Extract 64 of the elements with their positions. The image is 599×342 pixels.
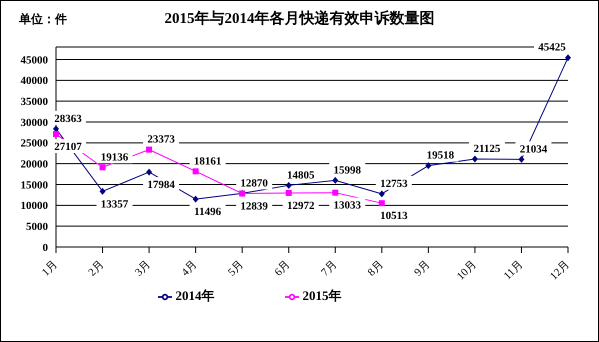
point [518,156,524,163]
data-label: 27107 [54,141,82,154]
data-label: 13033 [334,200,362,212]
point [146,168,152,176]
data-label: 12839 [240,200,268,213]
x-tick-label: 10月 [454,258,479,282]
x-tick-label: 5月 [226,258,246,279]
point [286,182,292,189]
y-tick-label: 30000 [20,116,48,129]
point [146,146,152,153]
data-label: 14805 [286,169,315,182]
legend-label: 2014年 [176,288,214,303]
x-tick-label: 9月 [412,258,432,279]
x-tick-label: 3月 [132,258,153,279]
text: 单位：件 [19,11,67,28]
x-tick-label: 11月 [502,258,526,282]
point [425,162,432,170]
x-tick-label: 2月 [86,258,106,279]
point [53,125,59,132]
y-tick-label: 25000 [20,138,48,150]
data-label: 10513 [380,210,408,222]
y-tick-label: 20000 [20,158,48,171]
point [192,168,199,174]
chart-title: 2015年与2014年各月快递有效申诉数量图 [164,11,434,27]
data-label: 12870 [240,177,268,190]
data-label: 15998 [334,164,362,176]
point [472,155,478,162]
data-label: 12972 [286,200,315,212]
point [100,164,106,170]
y-tick-label: 35000 [20,96,48,108]
y-tick-label: 0 [42,242,48,254]
point [286,190,292,196]
data-label: 11496 [194,206,222,218]
data-label: 17984 [147,179,176,192]
data-label: 13357 [100,198,129,210]
y-tick-label: 10000 [20,200,48,212]
data-label: 21125 [473,142,501,155]
data-label: 19136 [100,151,129,164]
data-label: 18161 [194,155,222,168]
point [378,190,385,198]
x-tick-label: 8月 [366,258,386,279]
legend-label: 2015年 [302,288,342,303]
x-tick-label: 4月 [179,258,200,279]
x-tick-label: 1月 [40,258,60,279]
data-label: 23373 [147,134,176,146]
point [378,200,385,206]
data-label: 19518 [426,150,455,162]
data-label: 45425 [538,42,566,54]
y-tick-label: 5000 [26,221,48,234]
y-tick-label: 15000 [20,179,48,192]
point [332,176,338,184]
point [565,54,571,62]
point [53,131,59,138]
x-tick-label: 6月 [272,258,293,279]
y-tick-label: 40000 [20,75,48,88]
y-tick-label: 45000 [20,54,48,66]
data-label: 12753 [380,178,408,190]
x-tick-label: 12月 [548,258,572,282]
data-label: 21034 [520,143,548,156]
x-tick-label: 7月 [319,258,340,279]
point [332,190,338,196]
data-label: 28363 [54,112,82,125]
point [100,188,106,195]
point [192,196,199,203]
